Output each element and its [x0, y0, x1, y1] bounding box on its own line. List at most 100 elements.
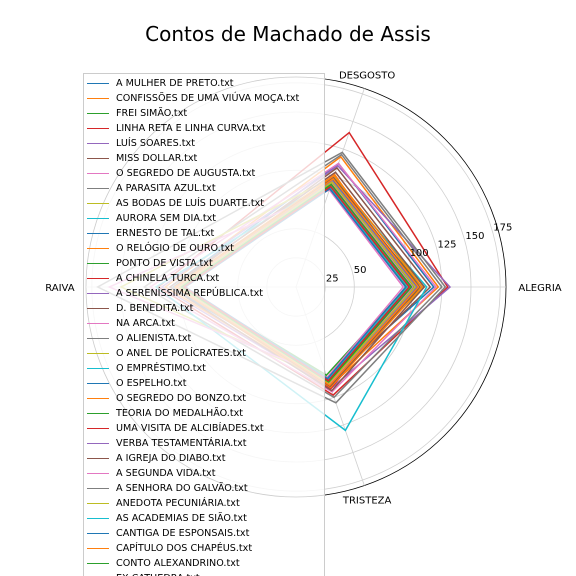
legend-swatch: [87, 428, 109, 429]
radial-tick-label: 150: [465, 231, 484, 242]
legend-swatch: [87, 293, 109, 294]
legend-swatch: [87, 83, 109, 84]
legend-label: A SEGUNDA VIDA.txt: [116, 468, 216, 479]
legend-swatch: [87, 548, 109, 549]
legend-label: AURORA SEM DIA.txt: [116, 213, 217, 224]
legend-item: O ALIENISTA.txt: [84, 331, 324, 346]
legend-item: LINHA RETA E LINHA CURVA.txt: [84, 121, 324, 136]
legend-label: CAPÍTULO DOS CHAPÉUS.txt: [116, 543, 253, 554]
legend-swatch: [87, 158, 109, 159]
legend-label: MISS DOLLAR.txt: [116, 153, 198, 164]
legend-item: LUÍS SOARES.txt: [84, 136, 324, 151]
legend-swatch: [87, 398, 109, 399]
legend: A MULHER DE PRETO.txt CONFISSÕES DE UMA V…: [83, 73, 325, 576]
legend-swatch: [87, 413, 109, 414]
legend-swatch: [87, 323, 109, 324]
axis-label-tristeza: TRISTEZA: [342, 496, 392, 507]
legend-swatch: [87, 533, 109, 534]
legend-item: CANTIGA DE ESPONSAIS.txt: [84, 526, 324, 541]
legend-label: O SEGREDO DE AUGUSTA.txt: [116, 168, 256, 179]
legend-item: A SERENÍSSIMA REPÚBLICA.txt: [84, 286, 324, 301]
radar-labels: 25 50 100 125 150 175 ALEGRIA DESGOSTO RAIVA TRIS…: [45, 70, 562, 506]
legend-item: AS ACADEMIAS DE SIÃO.txt: [84, 511, 324, 526]
legend-swatch: [87, 278, 109, 279]
legend-swatch: [87, 308, 109, 309]
legend-item: O SEGREDO DE AUGUSTA.txt: [84, 166, 324, 181]
legend-swatch: [87, 143, 109, 144]
radial-tick-label: 50: [354, 265, 367, 276]
radial-tick-label: 175: [493, 222, 512, 233]
legend-label: A CHINELA TURCA.txt: [116, 273, 220, 284]
legend-item: A MULHER DE PRETO.txt: [84, 76, 324, 91]
legend-label: A SERENÍSSIMA REPÚBLICA.txt: [116, 288, 264, 299]
legend-label: A MULHER DE PRETO.txt: [116, 78, 234, 89]
legend-label: A IGREJA DO DIABO.txt: [116, 453, 226, 464]
legend-label: O EMPRÉSTIMO.txt: [116, 363, 206, 374]
legend-label: TEORIA DO MEDALHÃO.txt: [116, 408, 244, 419]
legend-label: CANTIGA DE ESPONSAIS.txt: [116, 528, 250, 539]
legend-swatch: [87, 353, 109, 354]
legend-item: PONTO DE VISTA.txt: [84, 256, 324, 271]
legend-swatch: [87, 128, 109, 129]
legend-label: FREI SIMÃO.txt: [116, 108, 188, 119]
legend-item: O RELÓGIO DE OURO.txt: [84, 241, 324, 256]
legend-label: O SEGREDO DO BONZO.txt: [116, 393, 247, 404]
legend-item: MISS DOLLAR.txt: [84, 151, 324, 166]
radial-tick-label: 100: [410, 248, 429, 259]
legend-swatch: [87, 473, 109, 474]
legend-swatch: [87, 188, 109, 189]
legend-label: LINHA RETA E LINHA CURVA.txt: [116, 123, 266, 134]
legend-label: PONTO DE VISTA.txt: [116, 258, 213, 269]
legend-swatch: [87, 518, 109, 519]
legend-label: CONTO ALEXANDRINO.txt: [116, 558, 240, 569]
legend-swatch: [87, 263, 109, 264]
legend-item: NA ARCA.txt: [84, 316, 324, 331]
legend-item: O ESPELHO.txt: [84, 376, 324, 391]
legend-swatch: [87, 368, 109, 369]
legend-label: A SENHORA DO GALVÃO.txt: [116, 483, 248, 494]
legend-label: EX CATHEDRA.txt: [116, 573, 200, 576]
legend-item: EX CATHEDRA.txt: [84, 571, 324, 576]
legend-item: D. BENEDITA.txt: [84, 301, 324, 316]
axis-label-desgosto: DESGOSTO: [339, 70, 395, 81]
legend-item: CONTO ALEXANDRINO.txt: [84, 556, 324, 571]
legend-swatch: [87, 383, 109, 384]
legend-item: ANEDOTA PECUNIÁRIA.txt: [84, 496, 324, 511]
radial-tick-label: 25: [326, 273, 339, 284]
legend-item: O ANEL DE POLÍCRATES.txt: [84, 346, 324, 361]
legend-item: A IGREJA DO DIABO.txt: [84, 451, 324, 466]
legend-item: A SENHORA DO GALVÃO.txt: [84, 481, 324, 496]
legend-item: FREI SIMÃO.txt: [84, 106, 324, 121]
legend-swatch: [87, 113, 109, 114]
radial-tick-label: 125: [437, 239, 456, 250]
legend-label: O RELÓGIO DE OURO.txt: [116, 243, 234, 254]
legend-label: O ANEL DE POLÍCRATES.txt: [116, 348, 246, 359]
legend-swatch: [87, 488, 109, 489]
legend-swatch: [87, 173, 109, 174]
legend-item: UMA VISITA DE ALCIBÍADES.txt: [84, 421, 324, 436]
legend-swatch: [87, 248, 109, 249]
legend-label: CONFISSÕES DE UMA VIÚVA MOÇA.txt: [116, 93, 300, 104]
chart-title: Contos de Machado de Assis: [145, 22, 431, 46]
legend-item: O SEGREDO DO BONZO.txt: [84, 391, 324, 406]
legend-label: AS BODAS DE LUÍS DUARTE.txt: [116, 198, 265, 209]
legend-swatch: [87, 233, 109, 234]
axis-label-alegria: ALEGRIA: [518, 283, 561, 294]
legend-label: A PARASITA AZUL.txt: [116, 183, 216, 194]
legend-swatch: [87, 563, 109, 564]
legend-label: ERNESTO DE TAL.txt: [116, 228, 215, 239]
legend-label: ANEDOTA PECUNIÁRIA.txt: [116, 498, 240, 509]
legend-label: LUÍS SOARES.txt: [116, 138, 195, 149]
legend-label: D. BENEDITA.txt: [116, 303, 194, 314]
legend-item: CAPÍTULO DOS CHAPÉUS.txt: [84, 541, 324, 556]
legend-item: A CHINELA TURCA.txt: [84, 271, 324, 286]
legend-item: CONFISSÕES DE UMA VIÚVA MOÇA.txt: [84, 91, 324, 106]
legend-item: AURORA SEM DIA.txt: [84, 211, 324, 226]
legend-label: O ESPELHO.txt: [116, 378, 187, 389]
legend-swatch: [87, 338, 109, 339]
legend-item: O EMPRÉSTIMO.txt: [84, 361, 324, 376]
legend-item: ERNESTO DE TAL.txt: [84, 226, 324, 241]
legend-swatch: [87, 458, 109, 459]
legend-item: VERBA TESTAMENTÁRIA.txt: [84, 436, 324, 451]
legend-swatch: [87, 503, 109, 504]
